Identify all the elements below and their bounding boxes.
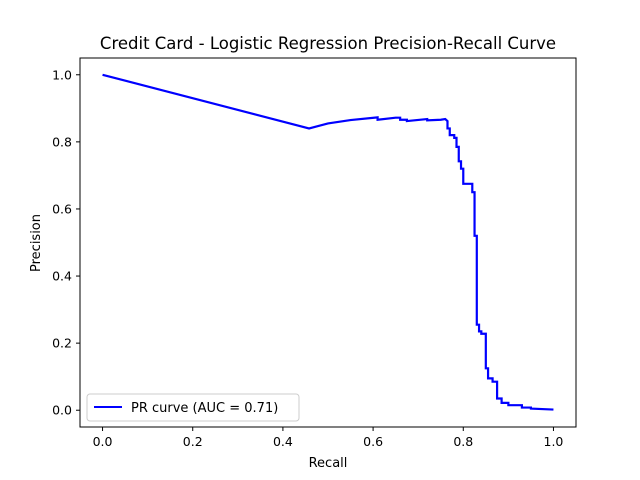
x-axis: 0.0 0.2 0.4 0.6 0.8 1.0 (93, 427, 564, 449)
y-tick-label: 0.6 (52, 201, 72, 216)
x-tick-label: 0.0 (93, 434, 113, 449)
y-tick-label: 0.8 (52, 134, 72, 149)
y-axis: 0.0 0.2 0.4 0.6 0.8 1.0 (52, 67, 80, 418)
x-tick-label: 0.4 (273, 434, 293, 449)
y-tick-label: 0.0 (52, 403, 72, 418)
y-axis-label: Precision (29, 214, 44, 272)
y-tick-label: 0.2 (52, 336, 72, 351)
y-tick-label: 0.4 (52, 269, 72, 284)
chart-title: Credit Card - Logistic Regression Precis… (100, 34, 556, 53)
legend-box (86, 393, 300, 422)
series-line-0 (102, 73, 554, 411)
y-tick-label: 1.0 (52, 67, 72, 82)
legend: PR curve (AUC = 0.71) (86, 393, 300, 422)
x-tick-label: 0.8 (453, 434, 473, 449)
x-axis-label: Recall (309, 456, 348, 471)
plot-frame (79, 57, 577, 428)
x-tick-label: 1.0 (544, 434, 564, 449)
x-tick-label: 0.2 (183, 434, 203, 449)
x-tick-label: 0.6 (363, 434, 383, 449)
legend-label: PR curve (AUC = 0.71) (131, 401, 278, 416)
plot-area (102, 73, 554, 411)
